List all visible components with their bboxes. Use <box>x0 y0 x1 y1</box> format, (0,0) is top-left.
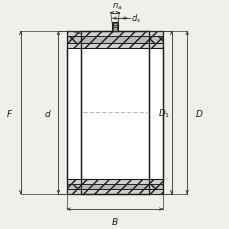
Bar <box>80 37 149 44</box>
Bar <box>149 184 162 189</box>
Bar <box>67 44 162 49</box>
Text: $D_1$: $D_1$ <box>157 107 170 119</box>
Bar <box>67 179 162 184</box>
Bar <box>67 184 80 189</box>
Bar <box>149 37 162 44</box>
Bar <box>67 49 162 179</box>
Text: $d$: $d$ <box>44 108 52 118</box>
Text: $B$: $B$ <box>111 215 118 226</box>
Bar <box>112 24 117 32</box>
Bar <box>67 32 162 37</box>
Text: $r$: $r$ <box>66 27 72 38</box>
Text: $d_s$: $d_s$ <box>131 13 141 25</box>
Bar <box>67 189 162 194</box>
Text: $F$: $F$ <box>5 108 13 118</box>
Text: $n_a$: $n_a$ <box>112 2 122 12</box>
Bar <box>67 37 80 44</box>
Bar <box>111 23 118 32</box>
Bar <box>80 184 149 189</box>
Text: $D$: $D$ <box>194 108 202 118</box>
